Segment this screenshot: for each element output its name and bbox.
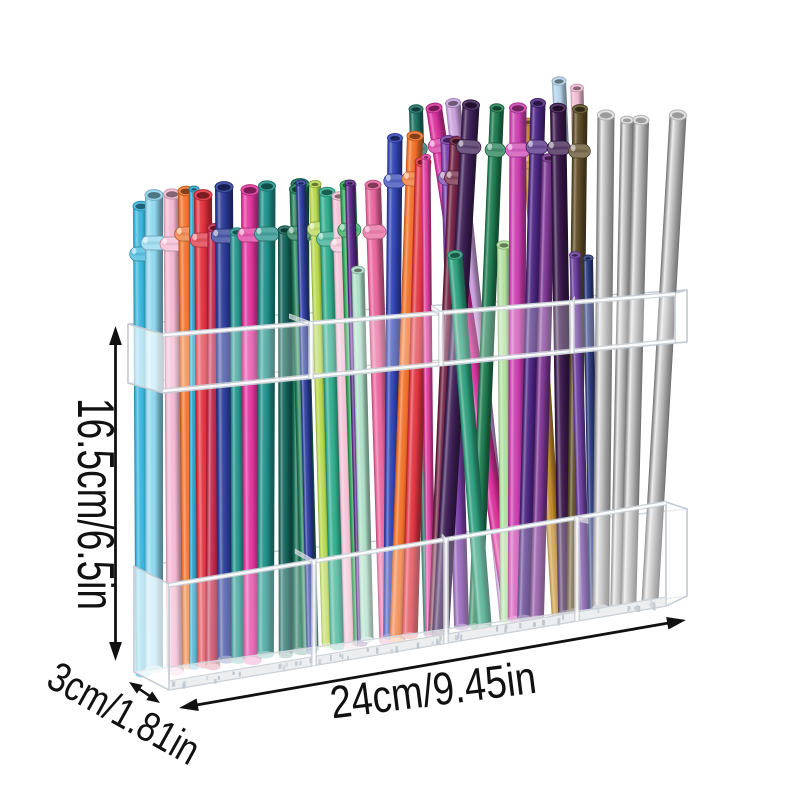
svg-text:16.5cm/6.5in: 16.5cm/6.5in — [66, 398, 124, 610]
